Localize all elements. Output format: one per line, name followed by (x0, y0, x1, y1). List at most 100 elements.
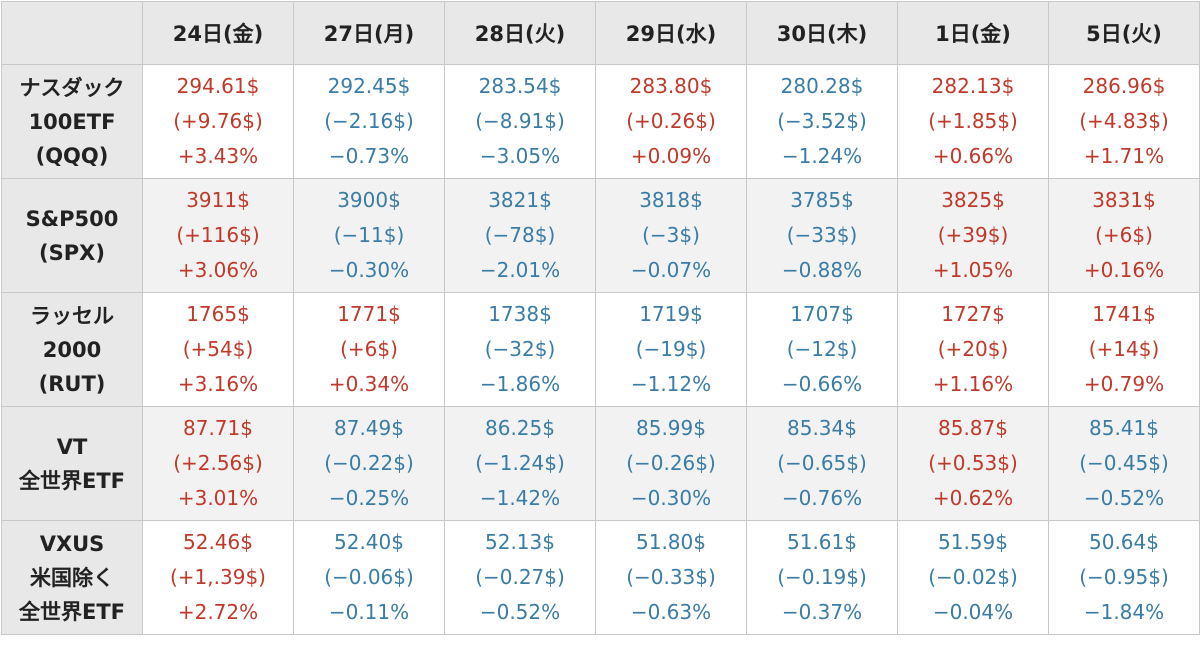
percent-change-value: −0.52% (1083, 486, 1165, 510)
price-value: 3911$ (186, 188, 250, 212)
percent-change-value: −0.04% (932, 600, 1014, 624)
quote-cell: 283.80$ (+0.26$) +0.09% (595, 64, 747, 179)
change-value: (−0.02$) (928, 565, 1018, 589)
table-row: S&P500 (SPX) 3911$ (+116$) +3.06% 3900$ (−11$)… (1, 178, 1200, 293)
percent-change-value: +3.01% (177, 486, 259, 510)
change-value: (+1.85$) (928, 109, 1018, 133)
price-value: 283.54$ (478, 74, 562, 98)
price-value: 292.45$ (327, 74, 411, 98)
quote-cell: 87.71$ (+2.56$) +3.01% (142, 406, 294, 521)
price-value: 283.80$ (629, 74, 713, 98)
price-value: 51.61$ (787, 530, 857, 554)
percent-change-value: −0.52% (479, 600, 561, 624)
quote-cell: 1741$ (+14$) +0.79% (1048, 292, 1200, 407)
price-value: 282.13$ (931, 74, 1015, 98)
percent-change-value: +0.09% (630, 144, 712, 168)
percent-change-value: +0.79% (1083, 372, 1165, 396)
quote-cell: 3825$ (+39$) +1.05% (897, 178, 1049, 293)
change-value: (−3.52$) (777, 109, 867, 133)
price-value: 1765$ (186, 302, 250, 326)
quote-cell: 282.13$ (+1.85$) +0.66% (897, 64, 1049, 179)
percent-change-value: −0.37% (781, 600, 863, 624)
percent-change-value: −0.11% (328, 600, 410, 624)
quote-cell: 286.96$ (+4.83$) +1.71% (1048, 64, 1200, 179)
row-label-line: ナスダック (19, 75, 125, 100)
quote-cell: 85.99$ (−0.26$) −0.30% (595, 406, 747, 521)
percent-change-value: +1.05% (932, 258, 1014, 282)
row-label-line: (QQQ) (35, 143, 109, 168)
day-header: 5日(火) (1048, 1, 1200, 65)
header-corner-cell (1, 1, 143, 65)
change-value: (+9.76$) (173, 109, 263, 133)
quote-cell: 1771$ (+6$) +0.34% (293, 292, 445, 407)
price-value: 1719$ (639, 302, 703, 326)
row-label-line: 全世界ETF (18, 599, 125, 624)
change-value: (−8.91$) (475, 109, 565, 133)
change-value: (−19$) (635, 337, 707, 361)
price-value: 3818$ (639, 188, 703, 212)
quote-cell: 51.61$ (−0.19$) −0.37% (746, 520, 898, 635)
row-label-line: 米国除く (30, 565, 114, 590)
quote-cell: 292.45$ (−2.16$) −0.73% (293, 64, 445, 179)
index-quotes-table: 24日(金) 27日(月) 28日(火) 29日(水) 30日(木) 1日(金)… (1, 1, 1200, 635)
price-value: 1771$ (337, 302, 401, 326)
row-label-line: (RUT) (38, 371, 106, 396)
day-header: 30日(木) (746, 1, 898, 65)
price-value: 3825$ (941, 188, 1005, 212)
quote-cell: 3911$ (+116$) +3.06% (142, 178, 294, 293)
quote-cell: 87.49$ (−0.22$) −0.25% (293, 406, 445, 521)
quote-cell: 52.46$ (+1,.39$) +2.72% (142, 520, 294, 635)
percent-change-value: +3.43% (177, 144, 259, 168)
table-row: ラッセル 2000 (RUT) 1765$ (+54$) +3.16% 1771$ (+6$)… (1, 292, 1200, 407)
percent-change-value: −0.76% (781, 486, 863, 510)
quote-cell: 1707$ (−12$) −0.66% (746, 292, 898, 407)
quote-cell: 283.54$ (−8.91$) −3.05% (444, 64, 596, 179)
quote-cell: 3821$ (−78$) −2.01% (444, 178, 596, 293)
quote-cell: 1727$ (+20$) +1.16% (897, 292, 1049, 407)
quote-cell: 85.34$ (−0.65$) −0.76% (746, 406, 898, 521)
percent-change-value: −1.86% (479, 372, 561, 396)
price-value: 85.87$ (938, 416, 1008, 440)
quote-cell: 85.87$ (+0.53$) +0.62% (897, 406, 1049, 521)
quote-cell: 85.41$ (−0.45$) −0.52% (1048, 406, 1200, 521)
percent-change-value: −1.12% (630, 372, 712, 396)
day-header: 29日(水) (595, 1, 747, 65)
quote-cell: 1765$ (+54$) +3.16% (142, 292, 294, 407)
quote-cell: 86.25$ (−1.24$) −1.42% (444, 406, 596, 521)
quote-cell: 3831$ (+6$) +0.16% (1048, 178, 1200, 293)
quote-cell: 280.28$ (−3.52$) −1.24% (746, 64, 898, 179)
change-value: (−0.95$) (1079, 565, 1169, 589)
change-value: (−3$) (642, 223, 700, 247)
row-label: ナスダック 100ETF (QQQ) (1, 64, 143, 179)
quote-cell: 1719$ (−19$) −1.12% (595, 292, 747, 407)
percent-change-value: −0.30% (328, 258, 410, 282)
price-value: 52.46$ (183, 530, 253, 554)
row-label: VXUS 米国除く 全世界ETF (1, 520, 143, 635)
change-value: (+6$) (1095, 223, 1153, 247)
price-value: 50.64$ (1089, 530, 1159, 554)
percent-change-value: +1.71% (1083, 144, 1165, 168)
change-value: (+4.83$) (1079, 109, 1169, 133)
percent-change-value: −0.88% (781, 258, 863, 282)
row-label-line: (SPX) (39, 240, 105, 265)
change-value: (−78$) (484, 223, 556, 247)
percent-change-value: −0.63% (630, 600, 712, 624)
percent-change-value: +3.16% (177, 372, 259, 396)
change-value: (+39$) (937, 223, 1009, 247)
row-label-line: 2000 (42, 337, 102, 362)
day-header: 27日(月) (293, 1, 445, 65)
price-value: 1727$ (941, 302, 1005, 326)
change-value: (+0.26$) (626, 109, 716, 133)
change-value: (+54$) (182, 337, 254, 361)
price-value: 52.13$ (485, 530, 555, 554)
percent-change-value: +0.16% (1083, 258, 1165, 282)
change-value: (+0.53$) (928, 451, 1018, 475)
change-value: (−2.16$) (324, 109, 414, 133)
change-value: (−0.33$) (626, 565, 716, 589)
quote-cell: 3900$ (−11$) −0.30% (293, 178, 445, 293)
price-value: 85.41$ (1089, 416, 1159, 440)
price-value: 52.40$ (334, 530, 404, 554)
price-value: 294.61$ (176, 74, 260, 98)
row-label: S&P500 (SPX) (1, 178, 143, 293)
price-value: 1738$ (488, 302, 552, 326)
